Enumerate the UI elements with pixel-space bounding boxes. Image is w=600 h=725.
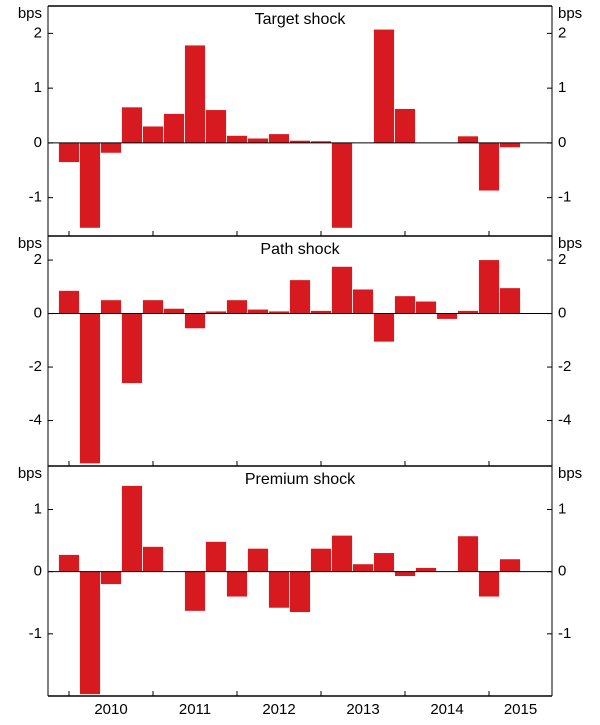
bar	[332, 143, 352, 228]
bar	[479, 572, 499, 597]
bar	[185, 45, 205, 142]
bar	[59, 555, 79, 572]
bar	[311, 549, 331, 572]
y-tick-label-right: -1	[558, 189, 571, 206]
bar	[122, 314, 142, 384]
bar	[59, 143, 79, 162]
bar	[395, 572, 415, 576]
y-tick-label-right: 1	[558, 79, 566, 96]
bar	[458, 136, 478, 143]
x-tick-label: 2015	[504, 701, 537, 718]
bar	[500, 559, 520, 571]
bar	[458, 536, 478, 571]
bar	[80, 143, 100, 228]
bar	[101, 143, 121, 153]
bar	[227, 572, 247, 597]
chart-figure: -1-1001122bpsbpsTarget shock-4-4-2-20022…	[0, 0, 600, 725]
y-tick-label-right: 0	[558, 563, 566, 580]
y-tick-label-left: 1	[34, 79, 42, 96]
bar	[101, 572, 121, 584]
bar	[248, 310, 268, 314]
bar	[353, 289, 373, 313]
bar	[122, 107, 142, 143]
bar	[80, 314, 100, 464]
bar	[185, 314, 205, 329]
unit-label-left: bps	[18, 235, 42, 252]
y-tick-label-left: 2	[34, 251, 42, 268]
x-tick-label: 2011	[179, 701, 211, 718]
bar	[206, 110, 226, 143]
bar	[227, 300, 247, 313]
bar	[416, 302, 436, 314]
y-tick-label-left: -4	[29, 412, 42, 429]
unit-label-right: bps	[558, 5, 582, 22]
y-tick-label-left: -1	[29, 189, 42, 206]
y-tick-label-right: 1	[558, 500, 566, 517]
panel-title: Path shock	[260, 241, 340, 258]
unit-label-left: bps	[18, 465, 42, 482]
bar	[374, 30, 394, 143]
y-tick-label-left: 0	[34, 563, 42, 580]
y-tick-label-left: 0	[34, 305, 42, 322]
bar	[269, 572, 289, 608]
x-tick-label: 2014	[430, 701, 463, 718]
bar	[185, 572, 205, 611]
bar	[248, 549, 268, 572]
y-tick-label-left: -2	[29, 358, 42, 375]
bar	[500, 143, 520, 147]
y-tick-label-right: 2	[558, 251, 566, 268]
bar	[395, 296, 415, 313]
y-tick-label-right: -4	[558, 412, 571, 429]
unit-label-left: bps	[18, 5, 42, 22]
bar	[374, 314, 394, 342]
bar	[269, 134, 289, 143]
y-tick-label-left: 2	[34, 24, 42, 41]
bar	[143, 126, 163, 142]
x-tick-label: 2010	[94, 701, 127, 718]
y-tick-label-right: -2	[558, 358, 571, 375]
bar	[206, 542, 226, 572]
bar	[59, 291, 79, 314]
bar	[143, 300, 163, 313]
bar	[416, 568, 436, 572]
bar	[374, 553, 394, 572]
x-tick-label: 2012	[262, 701, 295, 718]
panel-title: Premium shock	[245, 471, 356, 488]
y-tick-label-right: -1	[558, 625, 571, 642]
y-tick-label-left: 1	[34, 500, 42, 517]
x-tick-label: 2013	[346, 701, 379, 718]
bar	[101, 300, 121, 313]
chart-svg: -1-1001122bpsbpsTarget shock-4-4-2-20022…	[0, 0, 600, 725]
bar	[479, 260, 499, 313]
panel-title: Target shock	[255, 11, 347, 28]
unit-label-right: bps	[558, 235, 582, 252]
bar	[437, 314, 457, 319]
bar	[164, 309, 184, 314]
bar	[332, 267, 352, 314]
y-tick-label-right: 2	[558, 24, 566, 41]
bar	[248, 139, 268, 143]
bar	[353, 564, 373, 571]
bar	[290, 280, 310, 313]
bar	[332, 536, 352, 572]
unit-label-right: bps	[558, 465, 582, 482]
y-tick-label-right: 0	[558, 305, 566, 322]
bar	[164, 114, 184, 143]
bar	[80, 572, 100, 694]
y-tick-label-left: -1	[29, 625, 42, 642]
bar	[500, 288, 520, 313]
y-tick-label-left: 0	[34, 134, 42, 151]
bar	[479, 143, 499, 191]
bar	[143, 547, 163, 572]
bar	[227, 136, 247, 143]
bar	[290, 572, 310, 612]
bar	[122, 486, 142, 572]
bar	[395, 109, 415, 143]
y-tick-label-right: 0	[558, 134, 566, 151]
